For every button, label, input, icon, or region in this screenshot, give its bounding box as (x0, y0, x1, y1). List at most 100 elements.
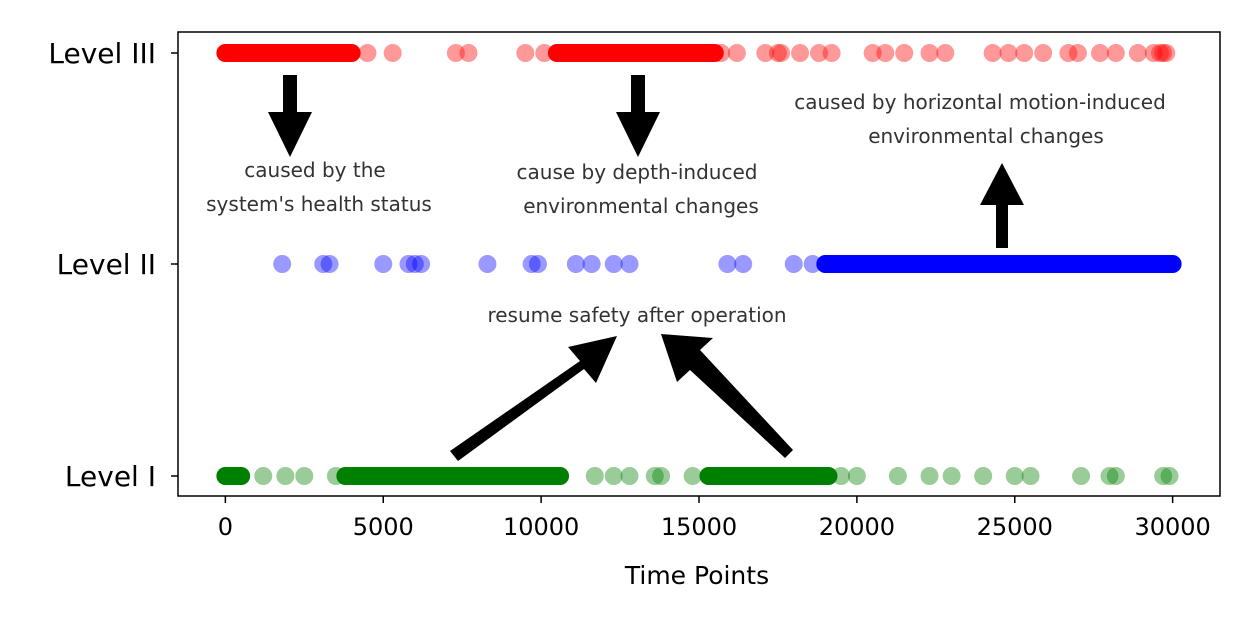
x-axis: 0 5000 10000 15000 20000 25000 30000 (218, 496, 1211, 541)
data-point (999, 44, 1018, 62)
y-axis: Level I Level II Level III (48, 37, 178, 493)
data-point (983, 44, 1002, 62)
data-point (784, 255, 803, 273)
data-point (809, 44, 828, 62)
data-point (1106, 44, 1125, 62)
data-point (768, 44, 787, 62)
arrow-up-right-resume (450, 336, 617, 461)
y-tick-label: Level III (48, 37, 156, 70)
data-point (273, 255, 292, 273)
x-tick-label: 5000 (353, 513, 414, 541)
data-point (1034, 44, 1053, 62)
data-point (1154, 44, 1173, 62)
data-point (734, 255, 753, 273)
x-tick-label: 15000 (661, 513, 737, 541)
data-point (412, 255, 431, 273)
data-point (920, 44, 939, 62)
data-point (1005, 467, 1024, 485)
series-level-iii (216, 44, 1176, 62)
data-point (320, 255, 339, 273)
annotation-resume: resume safety after operation (487, 303, 786, 327)
data-point (645, 467, 664, 485)
data-point (895, 44, 914, 62)
data-point (314, 255, 333, 273)
data-point (585, 467, 604, 485)
data-point (383, 44, 402, 62)
data-point (1100, 467, 1119, 485)
data-point (803, 255, 822, 273)
dense-point-cluster (336, 467, 570, 485)
dense-point-cluster (816, 255, 1182, 273)
annotation-depth-line2: environmental changes (523, 194, 759, 218)
arrow-up-horizontal (980, 163, 1024, 248)
data-point (620, 467, 639, 485)
data-point (683, 467, 702, 485)
x-tick-label: 25000 (977, 513, 1053, 541)
data-point (459, 44, 478, 62)
data-point (847, 467, 866, 485)
data-point (1015, 44, 1034, 62)
x-tick-label: 30000 (1134, 513, 1210, 541)
data-point (920, 467, 939, 485)
annotation-health-line2: system's health status (206, 192, 432, 216)
data-point (1091, 44, 1110, 62)
data-point (566, 255, 585, 273)
x-tick-label: 10000 (503, 513, 579, 541)
data-point (276, 467, 295, 485)
arrows-layer (268, 75, 1024, 461)
data-point (528, 255, 547, 273)
dense-point-cluster (216, 44, 361, 62)
data-point (652, 467, 671, 485)
data-point (399, 255, 418, 273)
annotation-depth-line1: cause by depth-induced (517, 160, 758, 184)
y-tick-label: Level II (57, 248, 156, 281)
data-point (718, 255, 737, 273)
x-tick-label: 0 (218, 513, 233, 541)
data-point (522, 255, 541, 273)
data-point (604, 467, 623, 485)
data-point (620, 255, 639, 273)
data-point (254, 467, 273, 485)
data-point (516, 44, 535, 62)
data-point (822, 44, 841, 62)
data-point (582, 255, 601, 273)
points-layer (216, 44, 1182, 485)
data-point (478, 255, 497, 273)
data-point (1160, 467, 1179, 485)
data-point (1154, 467, 1173, 485)
data-point (405, 255, 424, 273)
data-point (942, 467, 961, 485)
data-point (756, 44, 775, 62)
data-point (326, 467, 345, 485)
data-point (791, 44, 810, 62)
x-axis-label: Time Points (624, 561, 769, 590)
data-point (888, 467, 907, 485)
data-point (936, 44, 955, 62)
data-point (535, 44, 554, 62)
data-point (863, 44, 882, 62)
data-point (1106, 467, 1125, 485)
dense-point-cluster (699, 467, 838, 485)
annotations-layer: caused by the system's health status cau… (206, 90, 1166, 327)
x-tick-label: 20000 (819, 513, 895, 541)
data-point (374, 255, 393, 273)
data-point (1068, 44, 1087, 62)
data-point (727, 44, 746, 62)
data-point (1072, 467, 1091, 485)
data-point (1144, 44, 1163, 62)
arrow-up-left-resume (661, 334, 793, 458)
data-point (832, 467, 851, 485)
data-point (1128, 44, 1147, 62)
data-point (1157, 44, 1176, 62)
data-point (358, 44, 377, 62)
dense-point-cluster (216, 467, 251, 485)
data-point (446, 44, 465, 62)
data-point (974, 467, 993, 485)
data-point (876, 44, 895, 62)
data-point (1021, 467, 1040, 485)
series-level-ii (273, 255, 1182, 273)
y-tick-label: Level I (65, 460, 156, 493)
annotation-horizontal-line2: environmental changes (868, 124, 1104, 148)
annotation-horizontal-line1: caused by horizontal motion-induced (794, 90, 1166, 114)
